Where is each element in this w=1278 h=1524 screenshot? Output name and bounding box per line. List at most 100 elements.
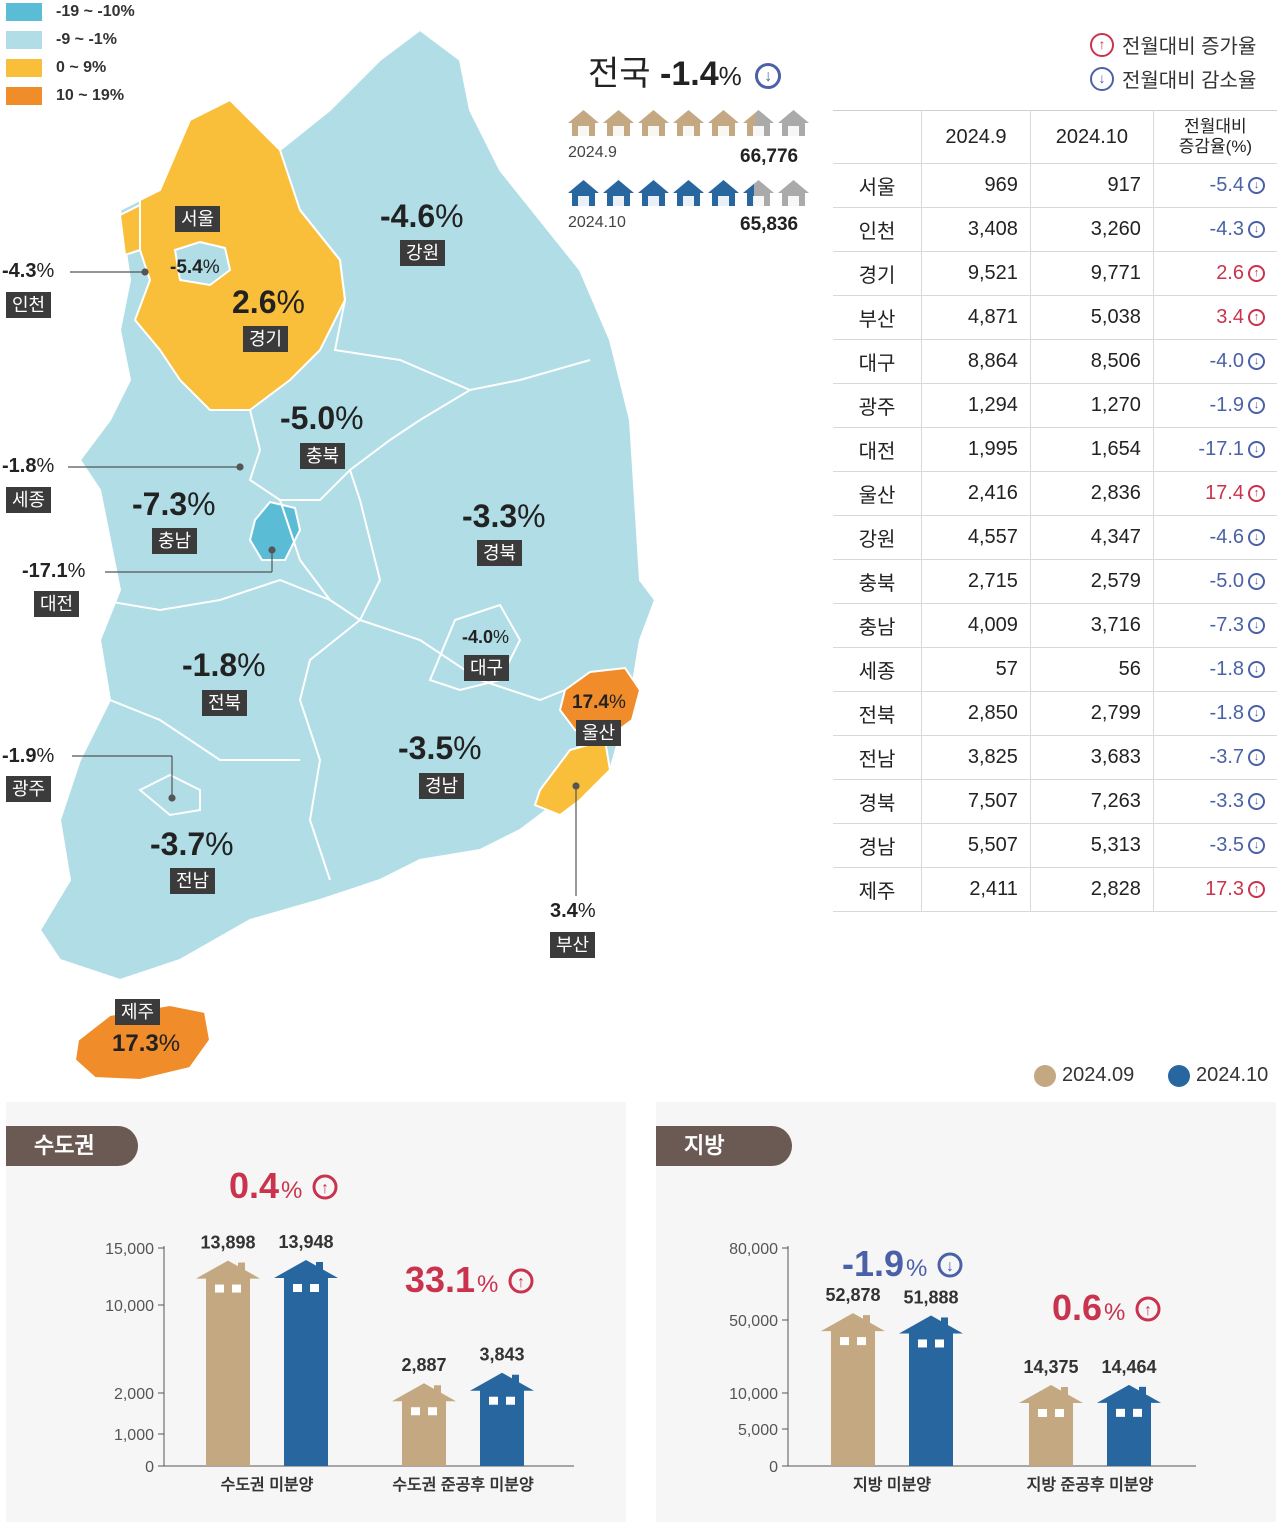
- house-row-label: 2024.10: [568, 214, 626, 231]
- down-arrow-icon: ↓: [1248, 793, 1265, 811]
- region-tag: 전북: [202, 690, 248, 716]
- up-arrow-icon: ↑: [1248, 265, 1265, 283]
- table-cell-region: 세종: [833, 647, 922, 692]
- down-arrow-icon: ↓: [1248, 617, 1265, 635]
- house-icon: [708, 180, 739, 206]
- bar: [1097, 1384, 1161, 1466]
- down-arrow-icon: ↓: [1248, 221, 1265, 239]
- data-label: 13,898: [200, 1233, 255, 1253]
- table-cell-rate: -4.6 ↓: [1153, 515, 1277, 560]
- bar-window: [1038, 1409, 1047, 1418]
- house-icon: [708, 110, 739, 136]
- house-icon: [673, 110, 704, 136]
- bar-chimney: [238, 1262, 245, 1275]
- table-cell-oct: 7,263: [1030, 779, 1154, 824]
- region-table: 2024.9 2024.10 전월대비 증감율(%) 서울 969 917 -5.4 ↓ 인…: [833, 110, 1277, 912]
- data-label: 14,375: [1023, 1357, 1078, 1377]
- up-arrow-icon: [508, 1268, 534, 1294]
- table-cell-region: 제주: [833, 867, 922, 912]
- change-value: 0.4: [229, 1165, 279, 1206]
- table-cell-region: 광주: [833, 383, 922, 428]
- bar-window: [1116, 1408, 1125, 1417]
- legend-item: 10 ~ 19%: [6, 86, 124, 106]
- region-value: -5.0%: [280, 400, 364, 436]
- bar-chimney: [1139, 1386, 1146, 1399]
- down-arrow-icon: ↓: [1248, 661, 1265, 679]
- bar-window: [310, 1283, 319, 1292]
- map-region-seoul: [173, 240, 232, 287]
- table-cell-rate: -17.1 ↓: [1153, 427, 1277, 472]
- house-icon: [778, 110, 809, 136]
- table-cell-oct: 2,579: [1030, 559, 1154, 604]
- map-region-daejeon: [248, 500, 302, 561]
- legend-dot: [1168, 1064, 1190, 1087]
- y-tick-label: 50,000: [729, 1313, 778, 1330]
- arrow-glyph: ↓: [946, 1258, 954, 1275]
- table-cell-region: 부산: [833, 295, 922, 340]
- table-row: 대전 1,995 1,654 -17.1 ↓: [833, 427, 1277, 472]
- down-arrow-icon: ↓: [755, 63, 782, 90]
- legend-item: -19 ~ -10%: [6, 2, 135, 22]
- table-cell-oct: 5,038: [1030, 295, 1154, 340]
- region-tag: 서울: [175, 206, 221, 232]
- table-cell-region: 인천: [833, 207, 922, 252]
- table-cell-rate: 3.4 ↑: [1153, 295, 1277, 340]
- table-cell-sep: 4,871: [921, 295, 1031, 340]
- table-cell-region: 서울: [833, 163, 922, 208]
- table-cell-region: 충남: [833, 603, 922, 648]
- up-arrow-icon: [1135, 1296, 1161, 1322]
- arrow-legend-up: ↑ 전월대비 증가율: [1090, 30, 1256, 59]
- bar-window: [506, 1396, 515, 1405]
- bar-window: [411, 1407, 420, 1416]
- bar-window: [840, 1337, 849, 1346]
- table-cell-region: 충북: [833, 559, 922, 604]
- table-cell-sep: 57: [921, 647, 1031, 692]
- table-cell-rate: 17.4 ↑: [1153, 471, 1277, 516]
- region-value: 17.4%: [572, 692, 626, 713]
- region-tag: 부산: [550, 932, 596, 958]
- data-label: 13,948: [278, 1232, 333, 1252]
- down-arrow-icon: ↓: [1248, 353, 1265, 371]
- bar: [821, 1313, 885, 1466]
- table-cell-oct: 5,313: [1030, 823, 1154, 868]
- table-cell-rate: -7.3 ↓: [1153, 603, 1277, 648]
- bar: [899, 1315, 963, 1466]
- region-value: -3.5%: [398, 730, 482, 766]
- y-tick-label: 10,000: [105, 1298, 154, 1315]
- region-value: -4.3%: [2, 260, 55, 282]
- data-label: 3,843: [479, 1345, 524, 1365]
- bar-window: [918, 1339, 927, 1348]
- table-header-row: 2024.9 2024.10 전월대비 증감율(%): [833, 110, 1277, 164]
- table-cell-rate: -3.7 ↓: [1153, 735, 1277, 780]
- region-value: -4.6%: [380, 198, 464, 234]
- table-cell-sep: 969: [921, 163, 1031, 208]
- table-cell-sep: 8,864: [921, 339, 1031, 384]
- table-cell-region: 전북: [833, 691, 922, 736]
- table-cell-rate: -1.9 ↓: [1153, 383, 1277, 428]
- house-icon: [568, 180, 599, 206]
- table-row: 세종 57 56 -1.8 ↓: [833, 647, 1277, 692]
- region-tag: 전남: [170, 868, 216, 894]
- arrow-glyph: ↑: [321, 1180, 329, 1197]
- table-row: 울산 2,416 2,836 17.4 ↑: [833, 471, 1277, 516]
- legend-label: -9 ~ -1%: [56, 31, 117, 48]
- table-row: 제주 2,411 2,828 17.3 ↑: [833, 867, 1277, 912]
- house-icon: [743, 180, 774, 206]
- house-row-total: 65,836: [740, 214, 799, 235]
- down-arrow-icon: ↓: [1248, 529, 1265, 547]
- region-tag: 경기: [243, 326, 289, 352]
- bar: [196, 1260, 260, 1466]
- map-boundaries: [99, 209, 591, 881]
- legend-swatch: [6, 87, 42, 105]
- bar: [470, 1372, 534, 1466]
- legend-label: -19 ~ -10%: [56, 3, 135, 20]
- legend-swatch: [6, 3, 42, 21]
- table-row: 충북 2,715 2,579 -5.0 ↓: [833, 559, 1277, 604]
- region-value: -17.1%: [22, 560, 86, 582]
- change-unit: %: [906, 1255, 927, 1282]
- table-row: 대구 8,864 8,506 -4.0 ↓: [833, 339, 1277, 384]
- table-cell-region: 경기: [833, 251, 922, 296]
- table-cell-sep: 1,995: [921, 427, 1031, 472]
- down-arrow-icon: ↓: [1248, 441, 1265, 459]
- table-header-cell: [833, 110, 922, 164]
